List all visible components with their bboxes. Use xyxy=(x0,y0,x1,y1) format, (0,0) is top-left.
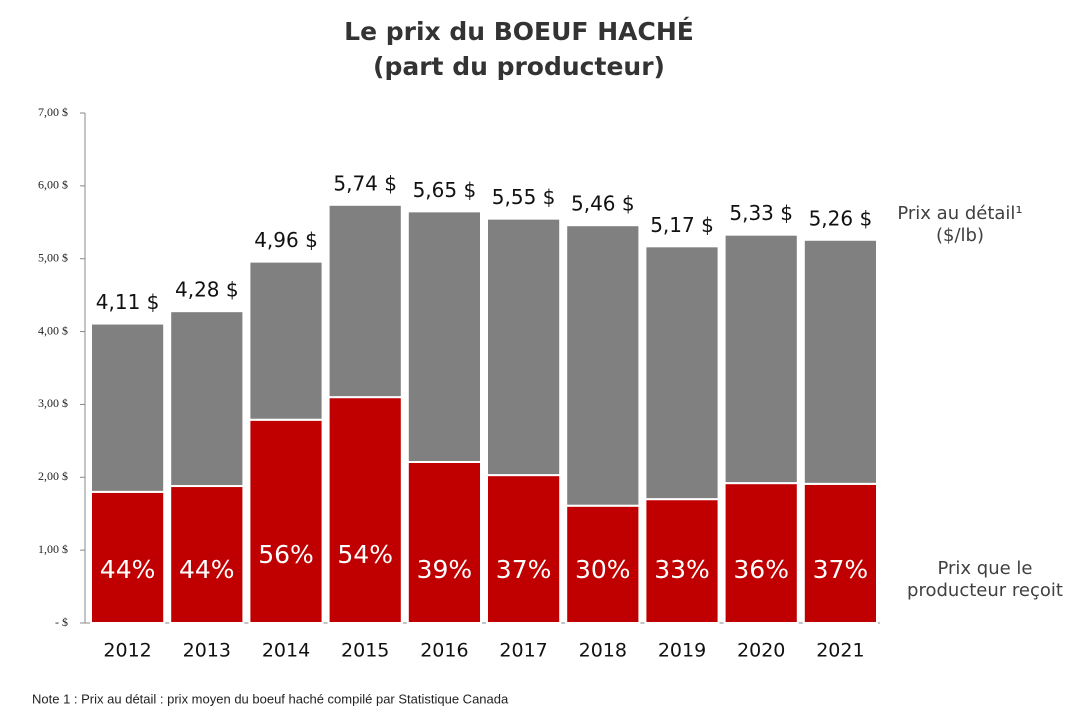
share-label: 36% xyxy=(733,555,789,584)
x-tick-label: 2021 xyxy=(816,640,864,662)
y-tick-label: 4,00 $ xyxy=(38,323,68,337)
total-label: 4,28 $ xyxy=(175,278,239,302)
legend-producer: Prix que le producteur reçoit xyxy=(907,558,1063,601)
x-tick-label: 2014 xyxy=(262,640,310,662)
bar-segment xyxy=(169,310,245,488)
y-tick-label: 1,00 $ xyxy=(38,542,68,556)
share-label: 37% xyxy=(496,555,552,584)
bar-segment xyxy=(327,203,403,399)
x-tick-label: 2018 xyxy=(579,640,627,662)
note: Note 1 : Prix au détail : prix moyen du … xyxy=(32,691,509,706)
y-tick-label: 3,00 $ xyxy=(38,396,68,410)
share-label: 56% xyxy=(258,540,314,569)
share-label: 33% xyxy=(654,555,710,584)
y-tick-label: 5,00 $ xyxy=(38,250,68,264)
bar-segment xyxy=(644,498,720,624)
x-tick-label: 2019 xyxy=(658,640,706,662)
total-label: 4,96 $ xyxy=(254,228,318,252)
total-label: 5,65 $ xyxy=(413,178,477,202)
bar-segment xyxy=(169,485,245,624)
x-tick-label: 2020 xyxy=(737,640,785,662)
share-label: 44% xyxy=(100,555,156,584)
bar-segment xyxy=(723,233,799,485)
bar-segment xyxy=(723,482,799,624)
x-tick-label: 2016 xyxy=(420,640,468,662)
total-label: 5,33 $ xyxy=(729,201,793,225)
x-tick-label: 2017 xyxy=(499,640,547,662)
total-label: 5,46 $ xyxy=(571,192,635,216)
x-tick-label: 2013 xyxy=(183,640,231,662)
bar-segment xyxy=(565,224,641,507)
bar-segment xyxy=(486,217,562,477)
bar-segment xyxy=(486,474,562,624)
total-label: 5,26 $ xyxy=(809,206,873,230)
share-label: 30% xyxy=(575,555,631,584)
bar-segment xyxy=(802,482,878,625)
total-label: 5,74 $ xyxy=(333,171,397,195)
bar-segment xyxy=(327,396,403,624)
x-tick-label: 2015 xyxy=(341,640,389,662)
share-label: 44% xyxy=(179,555,235,584)
total-label: 5,17 $ xyxy=(650,213,714,237)
share-label: 37% xyxy=(813,555,869,584)
bar-segment xyxy=(90,322,166,493)
bar-segment xyxy=(248,418,324,624)
legend-retail: Prix au détail¹ ($/lb) xyxy=(897,203,1023,246)
chart-subtitle: (part du producteur) xyxy=(373,52,665,81)
share-label: 39% xyxy=(417,555,473,584)
x-tick-label: 2012 xyxy=(103,640,151,662)
bar-segment xyxy=(248,260,324,421)
bar-segment xyxy=(644,245,720,501)
total-label: 5,55 $ xyxy=(492,185,556,209)
y-tick-label: - $ xyxy=(55,615,68,629)
share-label: 54% xyxy=(337,540,393,569)
bar-segment xyxy=(802,238,878,485)
y-tick-label: 7,00 $ xyxy=(38,105,68,119)
bar-segment xyxy=(406,210,482,463)
chart-title: Le prix du BOEUF HACHÉ xyxy=(344,17,694,46)
total-label: 4,11 $ xyxy=(96,290,160,314)
bar-segment xyxy=(406,460,482,624)
y-tick-label: 2,00 $ xyxy=(38,469,68,483)
y-tick-label: 6,00 $ xyxy=(38,178,68,192)
bar-segment xyxy=(565,504,641,625)
